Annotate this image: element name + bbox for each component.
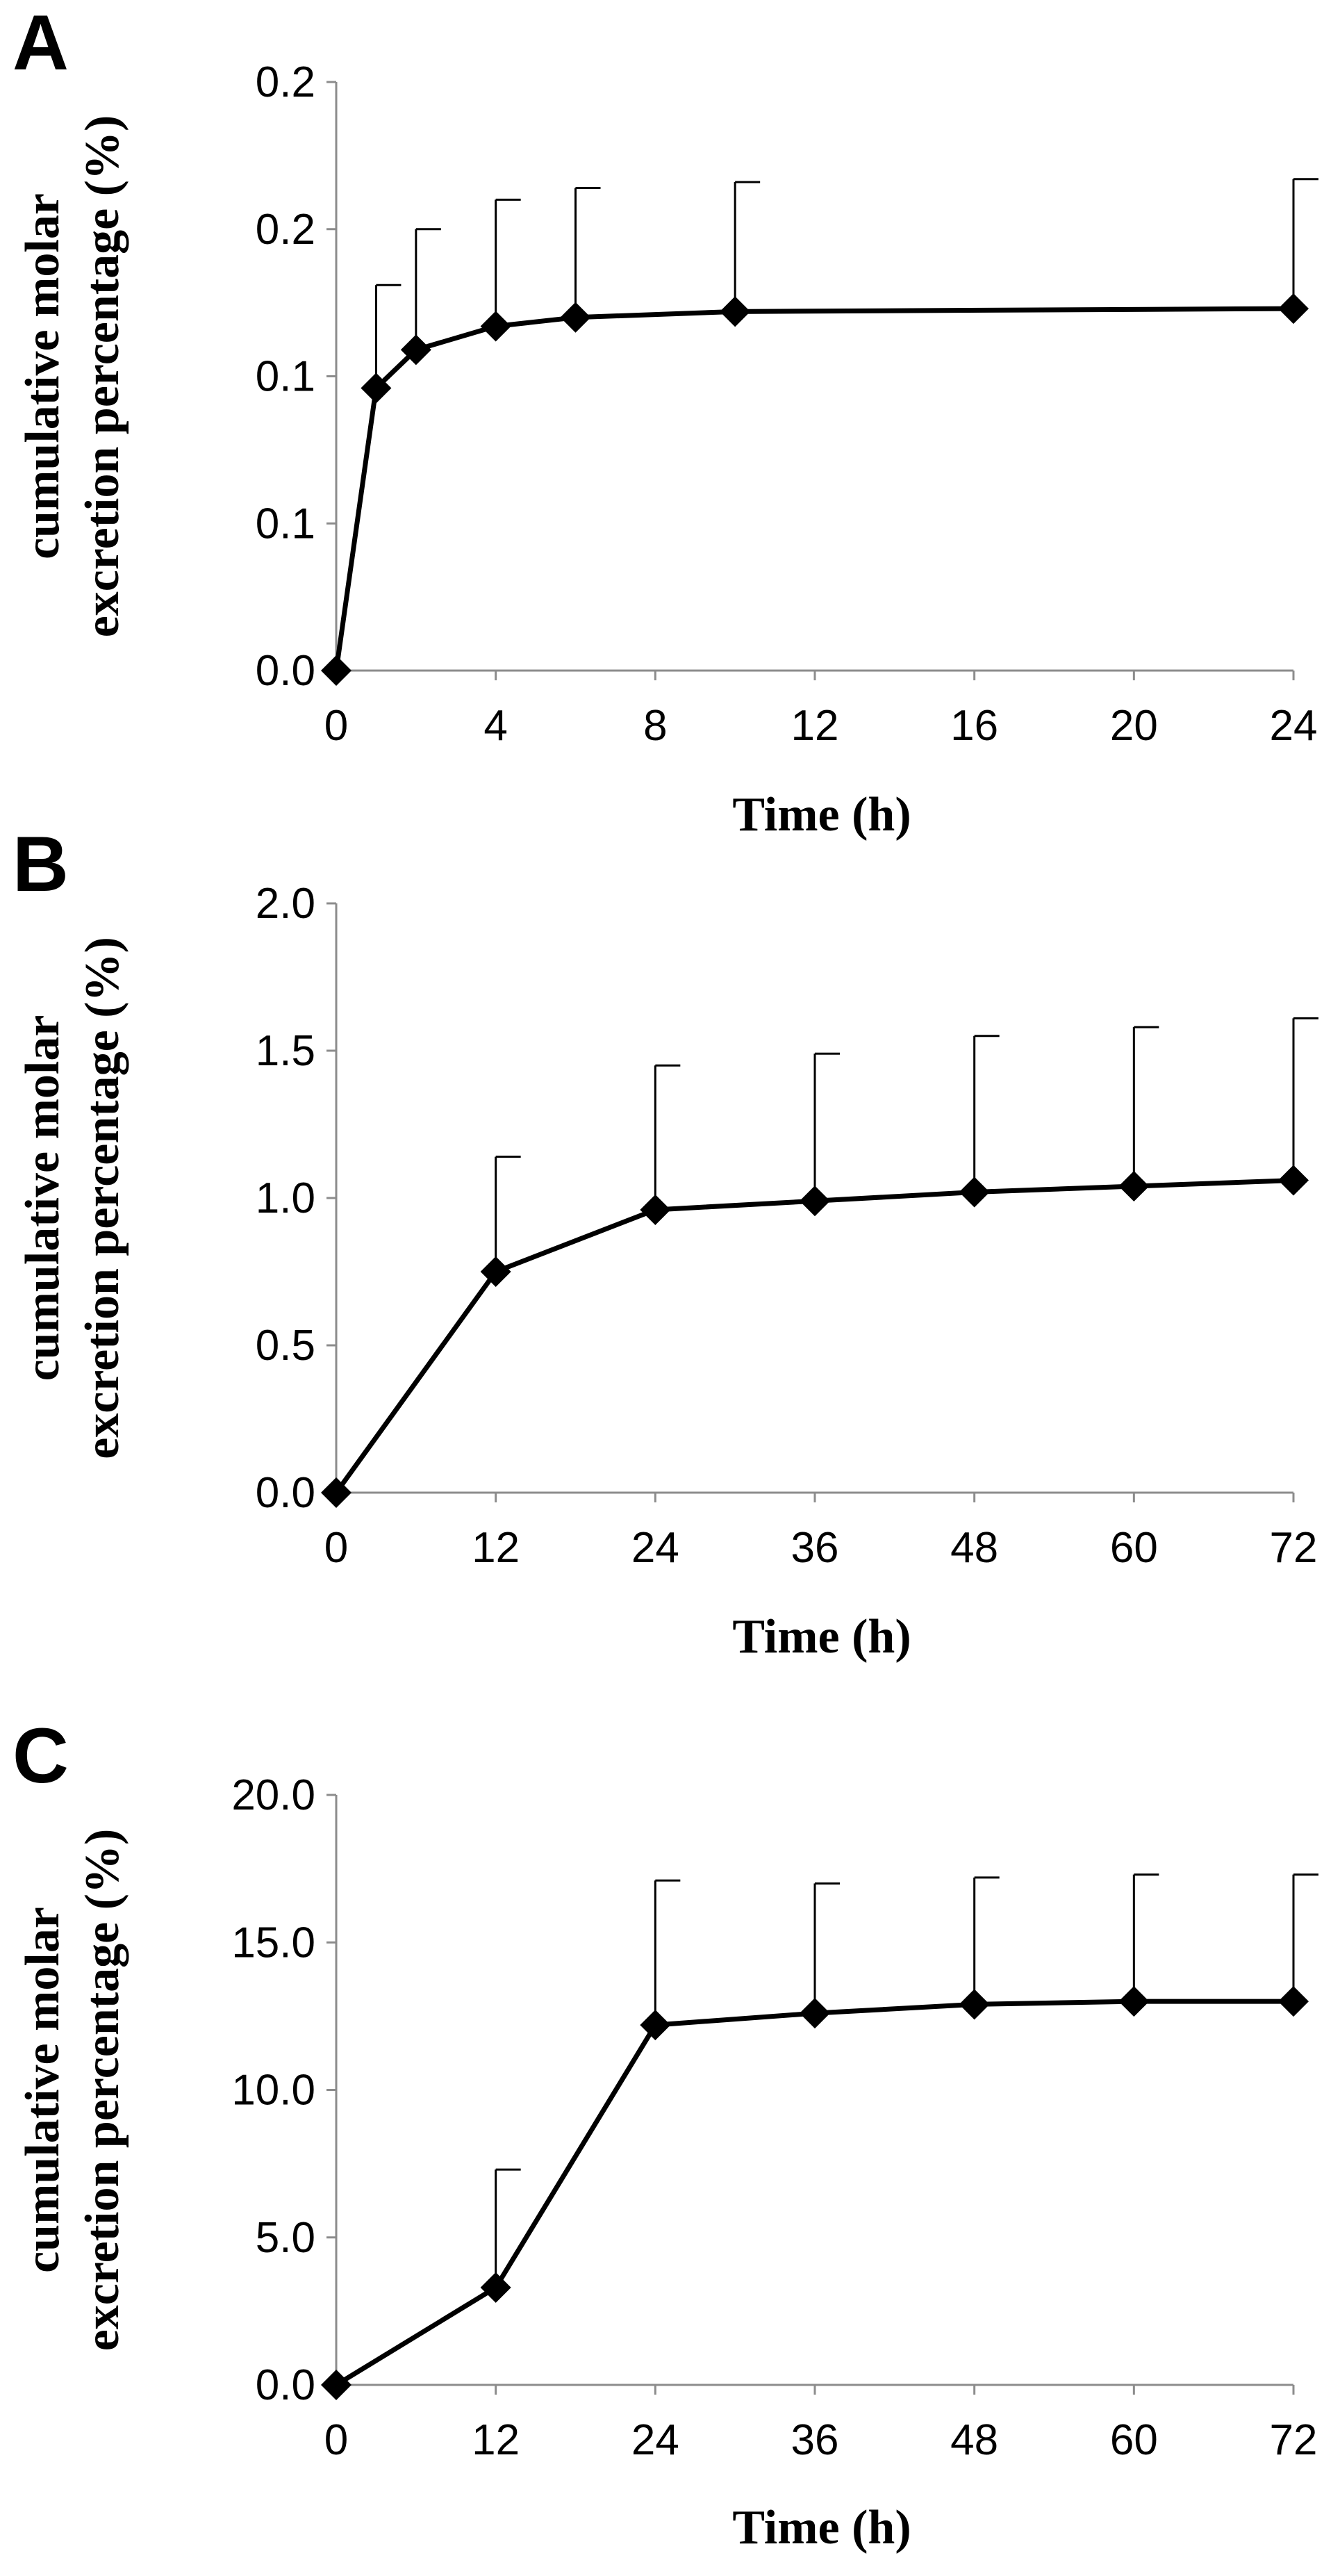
data-point [959, 1989, 990, 2020]
y-axis-title-line: excretion percentage (%) [76, 115, 129, 638]
y-tick-label: 0.2 [256, 58, 315, 106]
x-tick-label: 20 [1110, 702, 1158, 750]
y-tick-label: 0.2 [256, 206, 315, 254]
series-line [333, 306, 1294, 671]
series-line [334, 1178, 1294, 1495]
panel-c: C 0.0 5.0 10.0 15.0 20.0 0 12 24 36 48 60 72 Time (h)… [13, 1712, 1318, 2554]
data-point [640, 1194, 671, 1225]
x-tick-label: 48 [950, 2416, 998, 2464]
data-point [480, 1256, 511, 1287]
x-tick-label: 4 [483, 702, 507, 750]
data-point [1278, 1165, 1309, 1196]
data-point [480, 311, 511, 342]
data-point [959, 1176, 990, 1208]
data-point [800, 1998, 830, 2029]
data-point [640, 2010, 671, 2041]
x-tick-label: 8 [643, 702, 667, 750]
x-tick-label: 72 [1270, 2416, 1318, 2464]
panel-label: B [13, 821, 69, 908]
y-tick-label: 0.1 [256, 353, 315, 401]
x-tick-label: 72 [1270, 1524, 1318, 1572]
panel-label: A [13, 0, 69, 86]
series-line [335, 1999, 1293, 2387]
x-tick-label: 36 [791, 1524, 839, 1572]
y-tick-label: 0.0 [256, 1469, 315, 1517]
y-tick-label: 1.0 [256, 1174, 315, 1222]
data-point [321, 1477, 351, 1508]
data-point [560, 302, 591, 333]
data-point [321, 2370, 351, 2400]
x-axis-title: Time (h) [732, 788, 911, 842]
data-point [480, 2272, 511, 2303]
x-tick-label: 12 [472, 2416, 520, 2464]
y-tick-label: 0.5 [256, 1322, 315, 1370]
y-axis-title-line: cumulative molar [16, 1015, 69, 1381]
panel-a: A 0.0 0.1 0.1 0.2 0.2 0 4 8 12 16 20 24 Time (h) cumul… [13, 0, 1318, 842]
x-tick-label: 60 [1110, 2416, 1158, 2464]
x-tick-label: 48 [950, 1524, 998, 1572]
y-tick-label: 0.0 [256, 647, 315, 695]
x-tick-label: 24 [1270, 702, 1318, 750]
panel-b: B 0.0 0.5 1.0 1.5 2.0 0 12 24 36 48 60 72 Time (h) cum… [13, 821, 1318, 1664]
y-tick-label: 15.0 [231, 1919, 315, 1967]
data-point [720, 296, 751, 327]
y-axis-title-line: excretion percentage (%) [76, 1829, 129, 2352]
y-tick-label: 2.0 [256, 880, 315, 928]
x-tick-label: 60 [1110, 1524, 1158, 1572]
data-point [800, 1186, 830, 1217]
data-point [361, 372, 392, 404]
y-tick-label: 5.0 [256, 2214, 315, 2262]
y-tick-label: 0.0 [256, 2361, 315, 2409]
data-point [1278, 293, 1309, 325]
x-tick-label: 0 [324, 2416, 348, 2464]
data-point [1278, 1986, 1309, 2017]
y-axis-title-line: cumulative molar [16, 193, 69, 559]
y-axis-title-line: cumulative molar [16, 1907, 69, 2273]
y-axis-title-line: excretion percentage (%) [76, 937, 129, 1459]
y-axis-title: cumulative molar excretion percentage (%) [16, 115, 129, 638]
y-axis-title: cumulative molar excretion percentage (%) [16, 1829, 129, 2352]
data-point [1118, 1171, 1150, 1202]
x-tick-label: 12 [472, 1524, 520, 1572]
x-axis-title: Time (h) [732, 2501, 911, 2554]
x-tick-label: 0 [324, 1524, 348, 1572]
x-tick-label: 36 [791, 2416, 839, 2464]
y-tick-label: 0.1 [256, 500, 315, 548]
x-tick-label: 0 [324, 702, 348, 750]
x-tick-label: 16 [950, 702, 998, 750]
data-point [1118, 1986, 1150, 2017]
panel-label: C [13, 1712, 69, 1799]
x-tick-label: 24 [631, 2416, 679, 2464]
x-axis-title: Time (h) [732, 1610, 911, 1664]
y-axis-title: cumulative molar excretion percentage (%) [16, 937, 129, 1459]
y-tick-label: 1.5 [256, 1027, 315, 1075]
y-tick-label: 10.0 [231, 2067, 315, 2115]
y-tick-label: 20.0 [231, 1771, 315, 1819]
data-point [400, 334, 431, 366]
data-point [321, 655, 351, 686]
x-tick-label: 12 [791, 702, 839, 750]
x-tick-label: 24 [631, 1524, 679, 1572]
